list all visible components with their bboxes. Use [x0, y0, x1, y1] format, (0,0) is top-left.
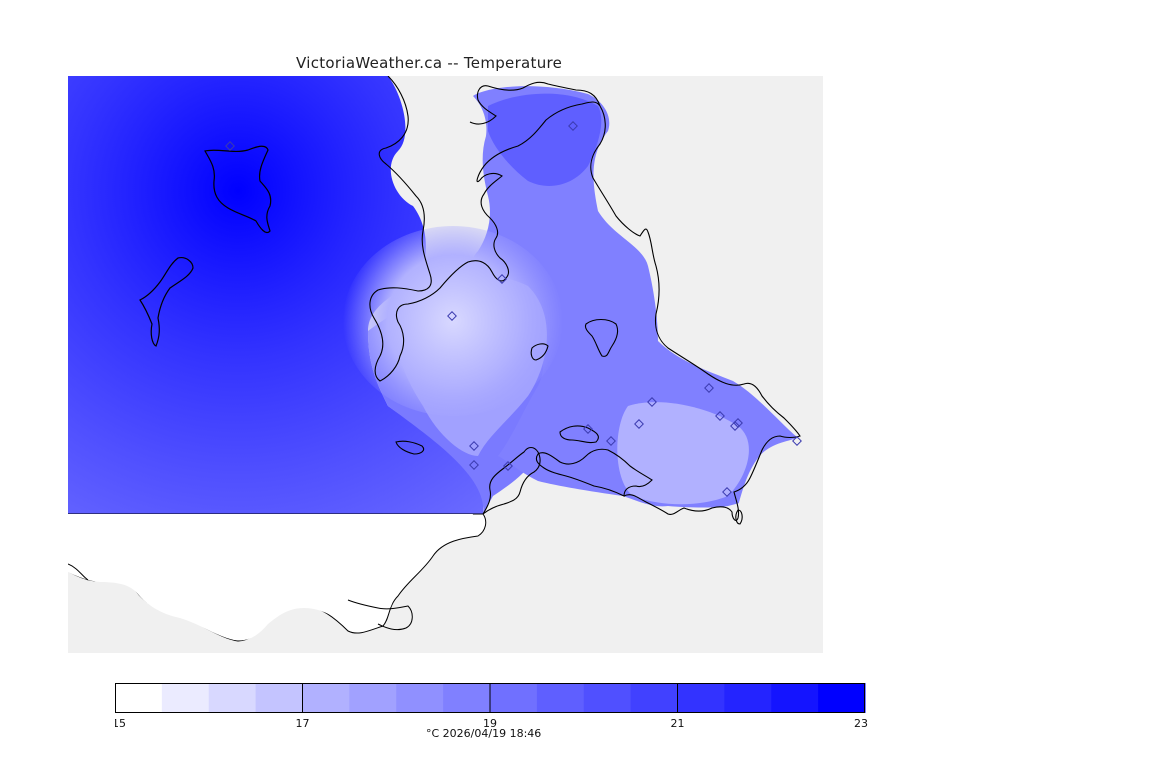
colorbar-tick-label: 19: [483, 717, 497, 730]
temperature-field-peninsula: [472, 86, 798, 508]
colorbar-bin: [208, 683, 257, 713]
station-marker-icon[interactable]: [225, 141, 235, 151]
colorbar-bin: [349, 683, 397, 713]
unit-and-timestamp: °C 2026/04/19 18:46: [426, 727, 542, 740]
coastline-us: [68, 563, 413, 631]
station-marker-icon[interactable]: [469, 441, 479, 451]
colorbar-bin: [115, 683, 163, 713]
station-markers: [225, 121, 802, 497]
coastline-gorge: [559, 425, 599, 444]
coastline-saanich: [369, 76, 601, 382]
small-island-west: [139, 257, 194, 347]
no-data-region: [68, 514, 473, 641]
island-trial: [735, 509, 743, 525]
station-marker-icon[interactable]: [634, 419, 644, 429]
colorbar-tick-label: 23: [854, 717, 868, 730]
colorbar-bin: [677, 683, 725, 713]
map-title: VictoriaWeather.ca -- Temperature: [296, 54, 563, 72]
colorbar-tick-label: 21: [671, 717, 685, 730]
station-marker-icon[interactable]: [469, 460, 479, 470]
colorbar-bin: [724, 683, 772, 713]
station-marker-icon[interactable]: [730, 421, 740, 431]
colorbar-bin: [302, 683, 350, 713]
colorbar-bin: [443, 683, 491, 713]
station-marker-icon[interactable]: [704, 383, 714, 393]
colorbar-bin: [396, 683, 444, 713]
station-marker-icon[interactable]: [715, 411, 725, 421]
colorbar: 15 17 19 21 23: [115, 683, 868, 730]
station-marker-icon[interactable]: [722, 487, 732, 497]
colorbar-bin: [771, 683, 819, 713]
colorbar-tick-label: 17: [296, 717, 310, 730]
colorbar-bin: [536, 683, 585, 713]
colorbar-bin: [818, 683, 866, 713]
station-marker-icon[interactable]: [583, 424, 593, 434]
colorbar-bin: [490, 683, 538, 713]
station-marker-icon[interactable]: [497, 274, 507, 284]
island-south: [395, 440, 425, 455]
coastline-east: [590, 105, 801, 521]
station-marker-icon[interactable]: [568, 121, 578, 131]
colorbar-bin: [161, 683, 210, 713]
colorbar-bin: [630, 683, 679, 713]
coastline-esquimalt: [482, 446, 541, 515]
temperature-map[interactable]: [68, 76, 823, 653]
temperature-field-peninsula-north: [488, 93, 602, 186]
island-east-1: [584, 318, 619, 357]
colorbar-ticks: 15 17 19 21 23: [115, 683, 868, 730]
coastline-victoria: [535, 448, 653, 497]
colorbar-bins: [115, 683, 866, 713]
colorbar-bin: [583, 683, 632, 713]
salt-spring-island: [204, 145, 272, 234]
temperature-field-west: [68, 76, 484, 514]
colorbar-bin: [255, 683, 304, 713]
station-marker-icon[interactable]: [792, 436, 802, 446]
station-marker-icon[interactable]: [503, 461, 513, 471]
station-marker-icon[interactable]: [447, 311, 457, 321]
strait-land-bg: [483, 456, 823, 653]
island-east-2: [530, 343, 549, 361]
station-marker-icon[interactable]: [606, 436, 616, 446]
station-marker-icon[interactable]: [733, 418, 743, 428]
station-marker-icon[interactable]: [647, 397, 657, 407]
colorbar-tick-label: 15: [115, 717, 126, 730]
